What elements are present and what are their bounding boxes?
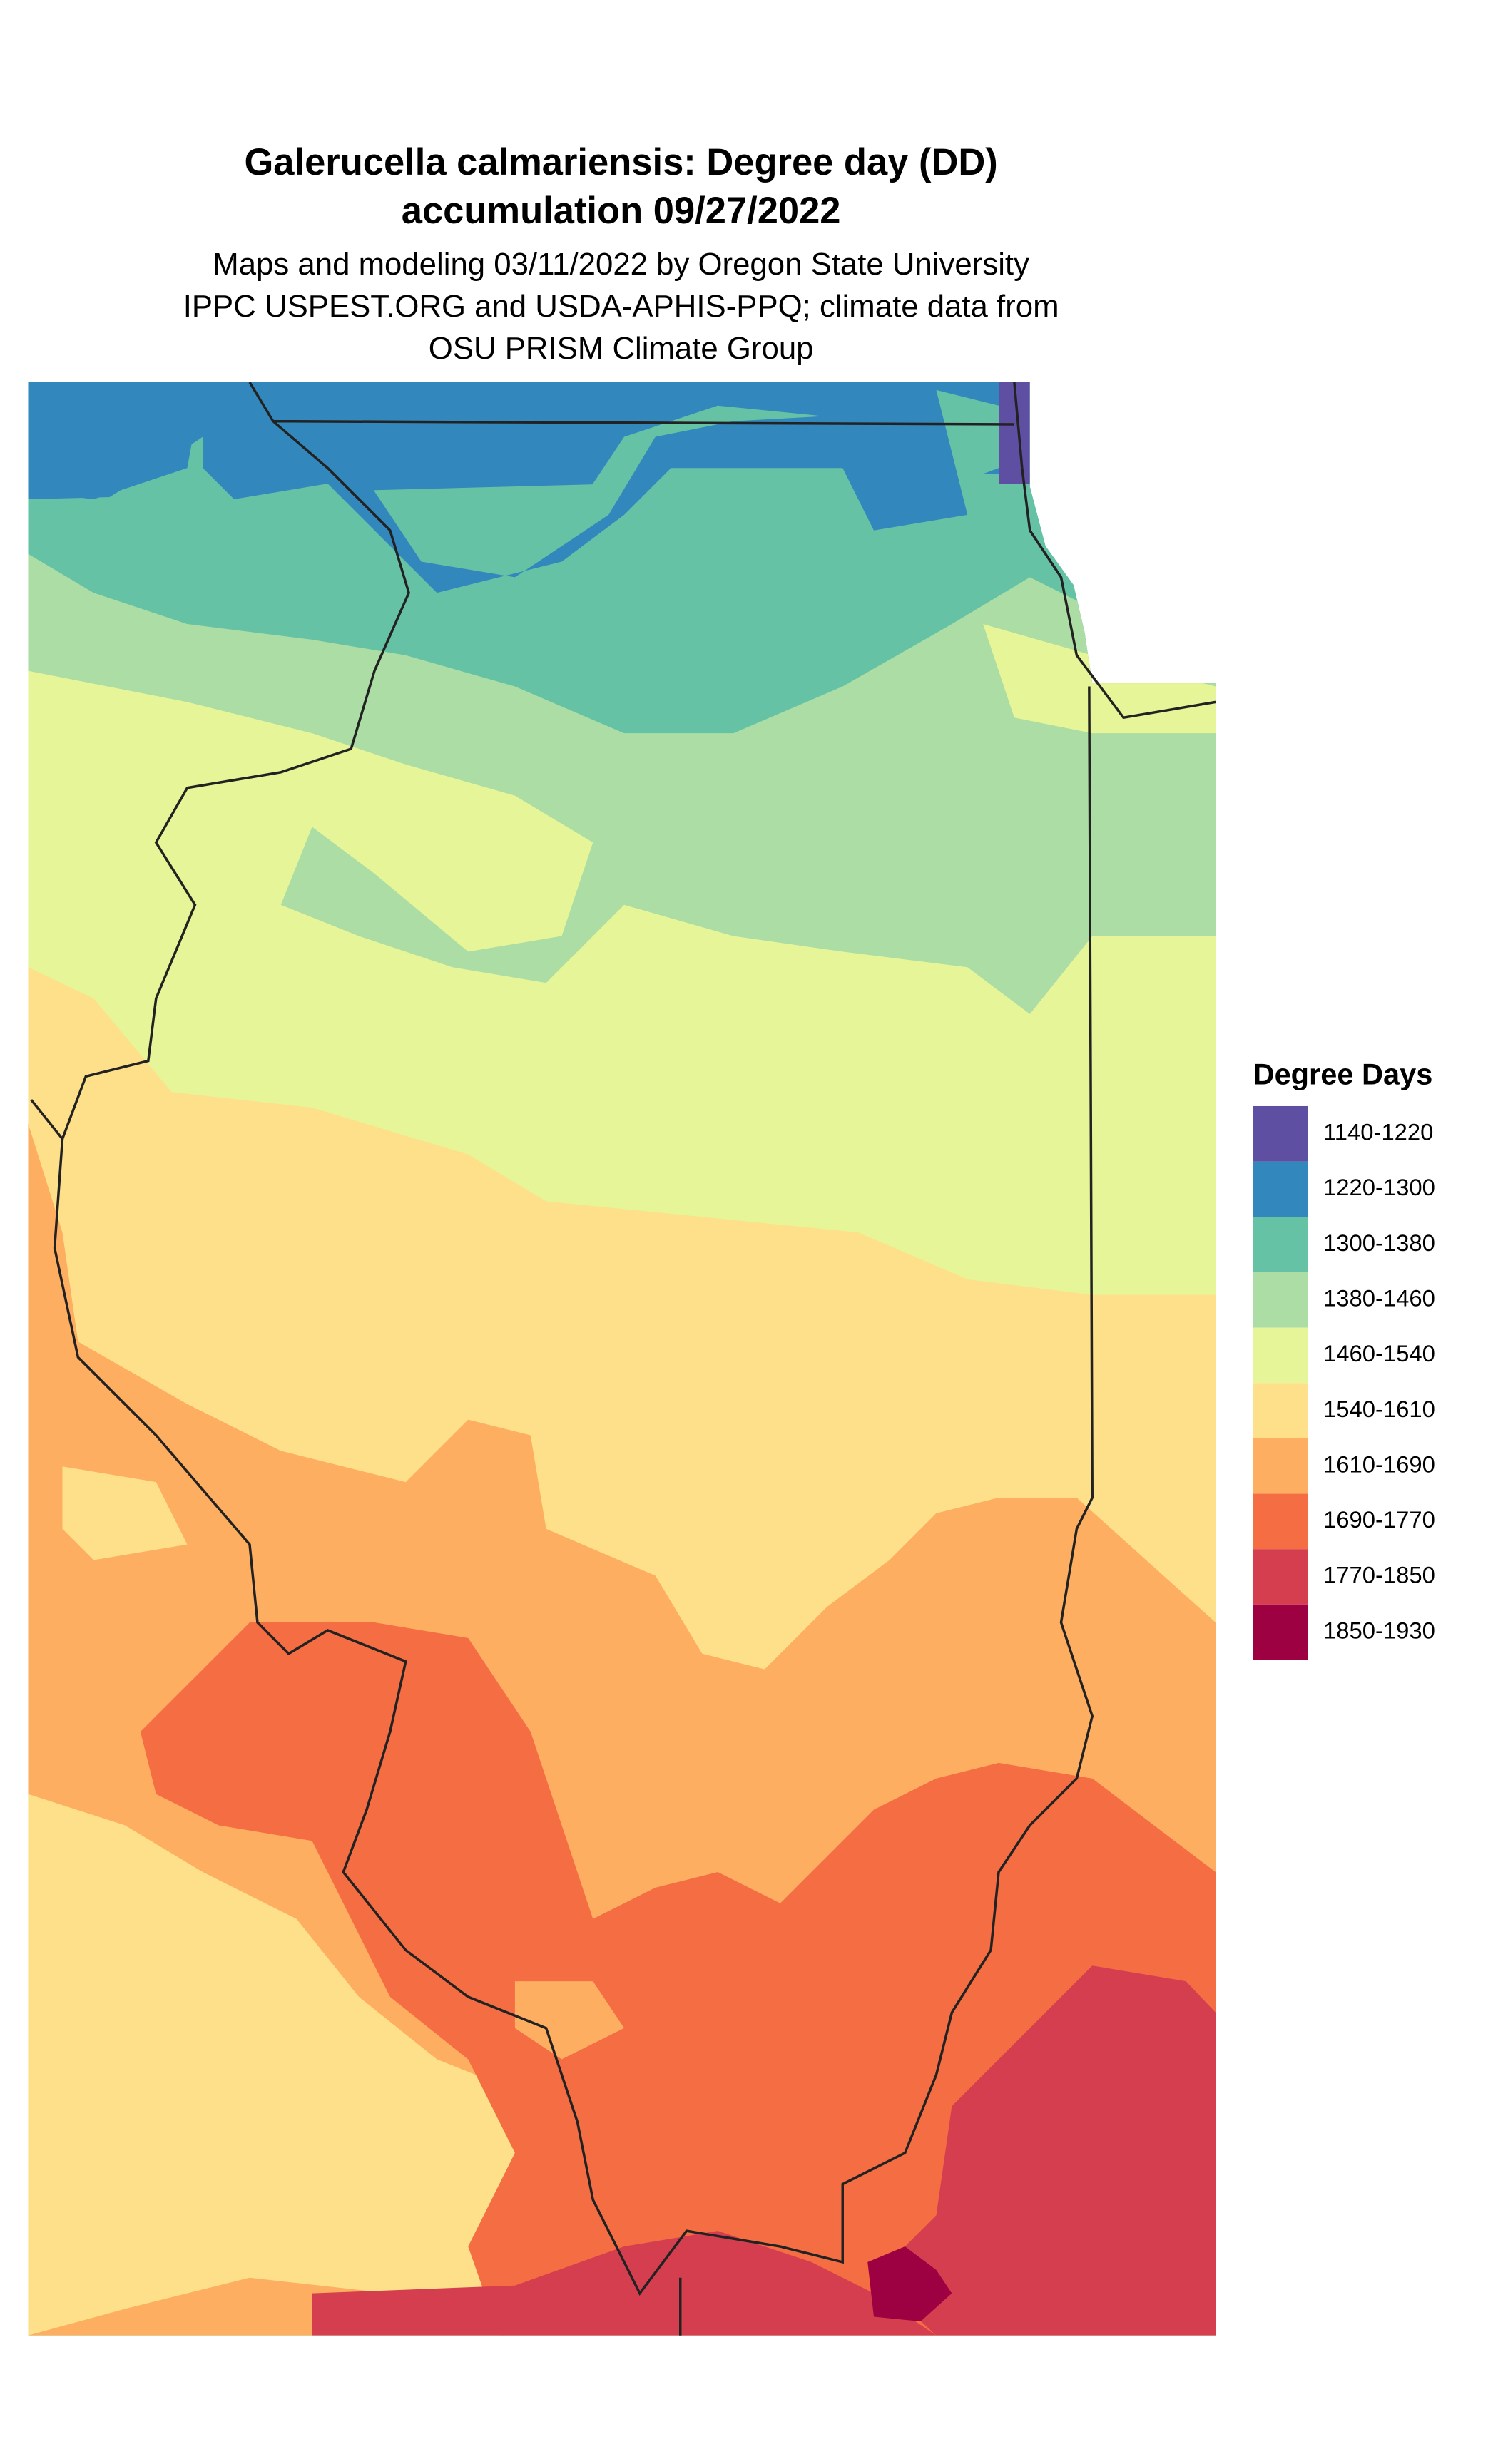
zone [28,1794,531,2336]
legend-label: 1610-1690 [1323,1451,1435,1477]
map-title: Galerucella calmariensis: Degree day (DD… [244,141,997,183]
legend-swatch [1253,1383,1308,1438]
zone [312,2231,937,2336]
border-line [30,382,1014,1142]
map-title: accumulation 09/27/2022 [402,190,841,232]
legend: 1140-1220 1220-1300 1300-1380 1380-1460 1460… [1253,1105,1435,1660]
legend-label: 1140-1220 [1323,1118,1433,1145]
zone [1186,1310,1216,1498]
legend-swatch [1253,1217,1308,1272]
zone [874,1965,1216,2336]
legend-swatch [1253,1327,1308,1384]
legend-swatch [1253,1549,1308,1605]
legend-swatch [1253,1105,1308,1162]
legend-swatch [1253,1161,1308,1217]
legend-label: 1850-1930 [1323,1617,1435,1643]
zone [999,382,1030,484]
zone [867,2246,952,2322]
legend-swatch [1253,1438,1308,1494]
zone [514,1981,624,2060]
legend-label: 1380-1460 [1323,1284,1435,1311]
map-subtitle: OSU PRISM Climate Group [429,331,814,366]
zone [28,382,203,500]
border-line [679,382,1216,2336]
map-subtitle: Maps and modeling 03/11/2022 by Oregon S… [213,247,1029,282]
legend-swatch [1253,1604,1308,1660]
legend-label: 1770-1850 [1323,1562,1435,1588]
zone [62,1466,188,1560]
legend-label: 1300-1380 [1323,1230,1435,1256]
legend-label: 1220-1300 [1323,1174,1435,1200]
legend-label: 1540-1610 [1323,1396,1435,1422]
legend-swatch [1253,1272,1308,1328]
map-subtitle: IPPC USPEST.ORG and USDA-APHIS-PPQ; clim… [183,289,1059,324]
legend-label: 1460-1540 [1323,1340,1435,1366]
legend-swatch [1253,1493,1308,1550]
legend-label: 1690-1770 [1323,1506,1435,1533]
state-borders [30,382,1216,2336]
zone [983,624,1216,734]
border-line [53,686,1094,2296]
legend-title: Degree Days [1253,1057,1433,1090]
map-raster [28,382,1216,2336]
